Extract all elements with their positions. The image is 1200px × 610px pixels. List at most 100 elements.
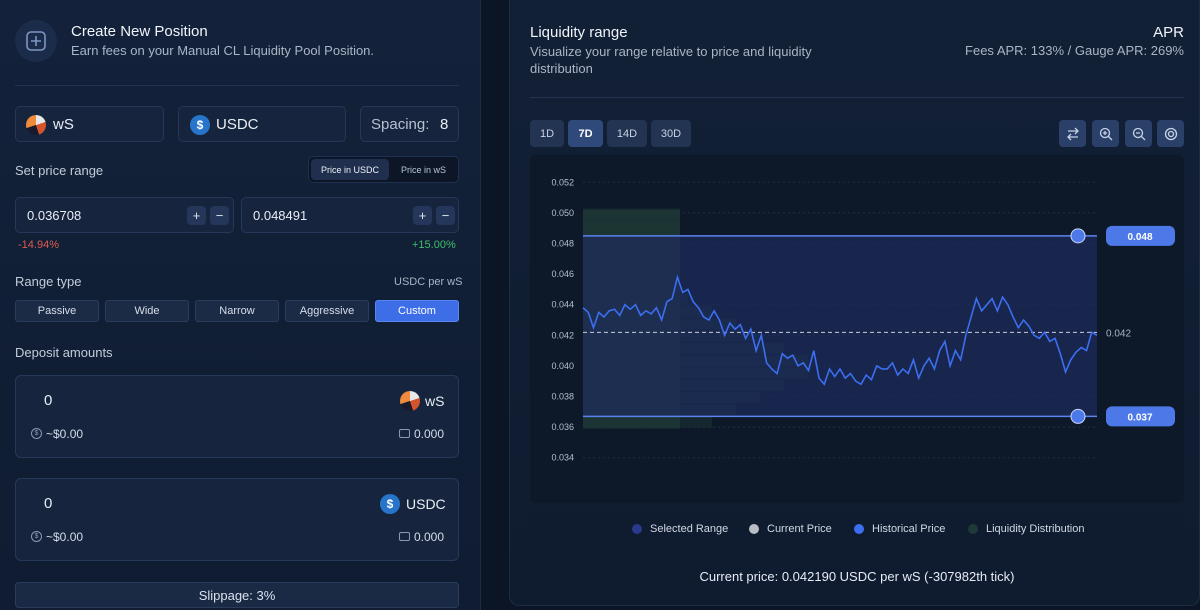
y-tick-label: 0.046	[551, 269, 574, 279]
deposit-row-usdc: 0 $ USDC $ ~$0.00 0.000	[15, 478, 459, 561]
liquidity-bar	[583, 220, 680, 232]
ws-token-icon	[26, 115, 46, 135]
legend-label: Liquidity Distribution	[986, 523, 1085, 535]
range-upper-handle	[1070, 228, 1086, 244]
legend-dot	[968, 524, 978, 534]
deposit-token-label: wS	[425, 393, 445, 409]
range-unit-label: USDC per wS	[394, 276, 463, 288]
legend-liquidity-distribution: Liquidity Distribution	[968, 523, 1084, 535]
min-price-percent: -14.94%	[18, 239, 59, 251]
liquidity-bar	[583, 416, 712, 428]
min-price-input[interactable]: 0.036708	[27, 208, 82, 223]
ws-token-icon	[400, 391, 420, 411]
dollar-icon: $	[31, 531, 42, 542]
timeframe-1d-button[interactable]: 1D	[530, 120, 564, 147]
min-price-decrease-button[interactable]: −	[210, 206, 229, 225]
current-price-footer: Current price: 0.042190 USDC per wS (-30…	[699, 569, 1015, 584]
deposit-usd-value: ~$0.00	[46, 427, 84, 441]
price-denomination-toggle: Price in USDC Price in wS	[308, 156, 459, 183]
divider	[530, 97, 1184, 98]
price-range-label: Set price range	[15, 163, 104, 178]
wallet-balance[interactable]: 0.000	[414, 427, 445, 441]
deposit-usd-value: ~$0.00	[46, 530, 84, 544]
range-passive-button[interactable]: Passive	[15, 300, 99, 322]
liquidity-subtitle: Visualize your range relative to price a…	[530, 44, 812, 76]
deposit-row-ws: 0 wS $ ~$0.00 0.000	[15, 375, 459, 458]
dollar-icon: $	[31, 428, 42, 439]
y-tick-label: 0.036	[551, 422, 574, 432]
add-position-icon	[15, 20, 57, 62]
deposit-label: Deposit amounts	[15, 345, 113, 360]
legend-label: Current Price	[767, 523, 832, 535]
current-price-label: 0.042	[1106, 328, 1131, 339]
max-price-increase-button[interactable]: +	[413, 206, 432, 225]
range-wide-button[interactable]: Wide	[105, 300, 189, 322]
swap-direction-icon[interactable]	[1059, 120, 1086, 147]
token1-label: USDC	[216, 116, 259, 133]
tick-spacing: Spacing: 8	[360, 106, 459, 142]
apr-detail: Fees APR: 133% / Gauge APR: 269%	[965, 43, 1184, 58]
range-upper-label: 0.048	[1127, 232, 1152, 243]
liquidity-title: Liquidity range	[530, 24, 628, 41]
range-narrow-button[interactable]: Narrow	[195, 300, 279, 322]
range-aggressive-button[interactable]: Aggressive	[285, 300, 369, 322]
min-price-increase-button[interactable]: +	[187, 206, 206, 225]
token1-selector[interactable]: $ USDC	[178, 106, 346, 142]
slippage-button[interactable]: Slippage: 3%	[15, 582, 459, 608]
min-price-field: 0.036708 + −	[15, 197, 234, 233]
y-tick-label: 0.052	[551, 177, 574, 187]
liquidity-bar	[583, 208, 680, 220]
max-price-percent: +15.00%	[412, 239, 456, 251]
reset-view-icon[interactable]	[1157, 120, 1184, 147]
price-in-ws-tab[interactable]: Price in wS	[400, 164, 446, 175]
timeframe-7d-button[interactable]: 7D	[568, 120, 603, 147]
range-lower-label: 0.037	[1127, 412, 1152, 423]
y-tick-label: 0.040	[551, 361, 574, 371]
legend-dot	[749, 524, 759, 534]
divider	[15, 85, 459, 86]
max-price-field: 0.048491 + −	[241, 197, 459, 233]
legend-dot	[854, 524, 864, 534]
legend-label: Historical Price	[872, 523, 946, 535]
historical-price-line	[582, 274, 1098, 386]
usdc-token-icon: $	[380, 494, 400, 514]
spacing-label: Spacing:	[371, 116, 430, 133]
token0-label: wS	[53, 116, 74, 133]
range-upper-badge	[1106, 225, 1175, 246]
liquidity-chart-svg[interactable]: 0.052 0.050 0.048 0.046 0.044 0.042 0.040 0.038…	[530, 155, 1184, 503]
selected-range-area	[583, 235, 1097, 417]
y-tick-label: 0.042	[551, 330, 574, 340]
legend-historical-price: Historical Price	[854, 523, 945, 535]
usdc-token-icon: $	[190, 115, 210, 135]
max-price-input[interactable]: 0.048491	[253, 208, 308, 223]
timeframe-14d-button[interactable]: 14D	[607, 120, 647, 147]
wallet-icon	[399, 532, 410, 541]
zoom-out-icon[interactable]	[1125, 120, 1152, 147]
legend-dot	[632, 524, 642, 534]
max-price-decrease-button[interactable]: −	[436, 206, 455, 225]
apr-label: APR	[1153, 24, 1184, 41]
range-type-label: Range type	[15, 274, 82, 289]
spacing-value: 8	[440, 116, 449, 133]
price-in-usdc-tab[interactable]: Price in USDC	[311, 159, 389, 180]
y-tick-label: 0.034	[551, 453, 574, 463]
timeframe-30d-button[interactable]: 30D	[651, 120, 691, 147]
zoom-in-icon[interactable]	[1092, 120, 1119, 147]
wallet-icon	[399, 429, 410, 438]
legend-label: Selected Range	[650, 523, 729, 535]
page-title: Create New Position	[71, 23, 208, 40]
deposit-amount-input[interactable]: 0	[44, 495, 53, 512]
page-subtitle: Earn fees on your Manual CL Liquidity Po…	[71, 43, 375, 58]
legend-current-price: Current Price	[749, 523, 832, 535]
range-lower-handle	[1070, 408, 1086, 424]
y-tick-label: 0.044	[551, 300, 574, 310]
y-tick-label: 0.038	[551, 392, 574, 402]
deposit-amount-input[interactable]: 0	[44, 392, 53, 409]
token0-selector[interactable]: wS	[15, 106, 164, 142]
liquidity-chart: 0.052 0.050 0.048 0.046 0.044 0.042 0.040 0.038…	[530, 155, 1184, 503]
range-custom-button[interactable]: Custom	[375, 300, 459, 322]
chart-legend: Selected Range Current Price Historical …	[530, 512, 1184, 548]
range-lower-badge	[1106, 406, 1175, 427]
deposit-token-label: USDC	[406, 496, 446, 512]
wallet-balance[interactable]: 0.000	[414, 530, 445, 544]
